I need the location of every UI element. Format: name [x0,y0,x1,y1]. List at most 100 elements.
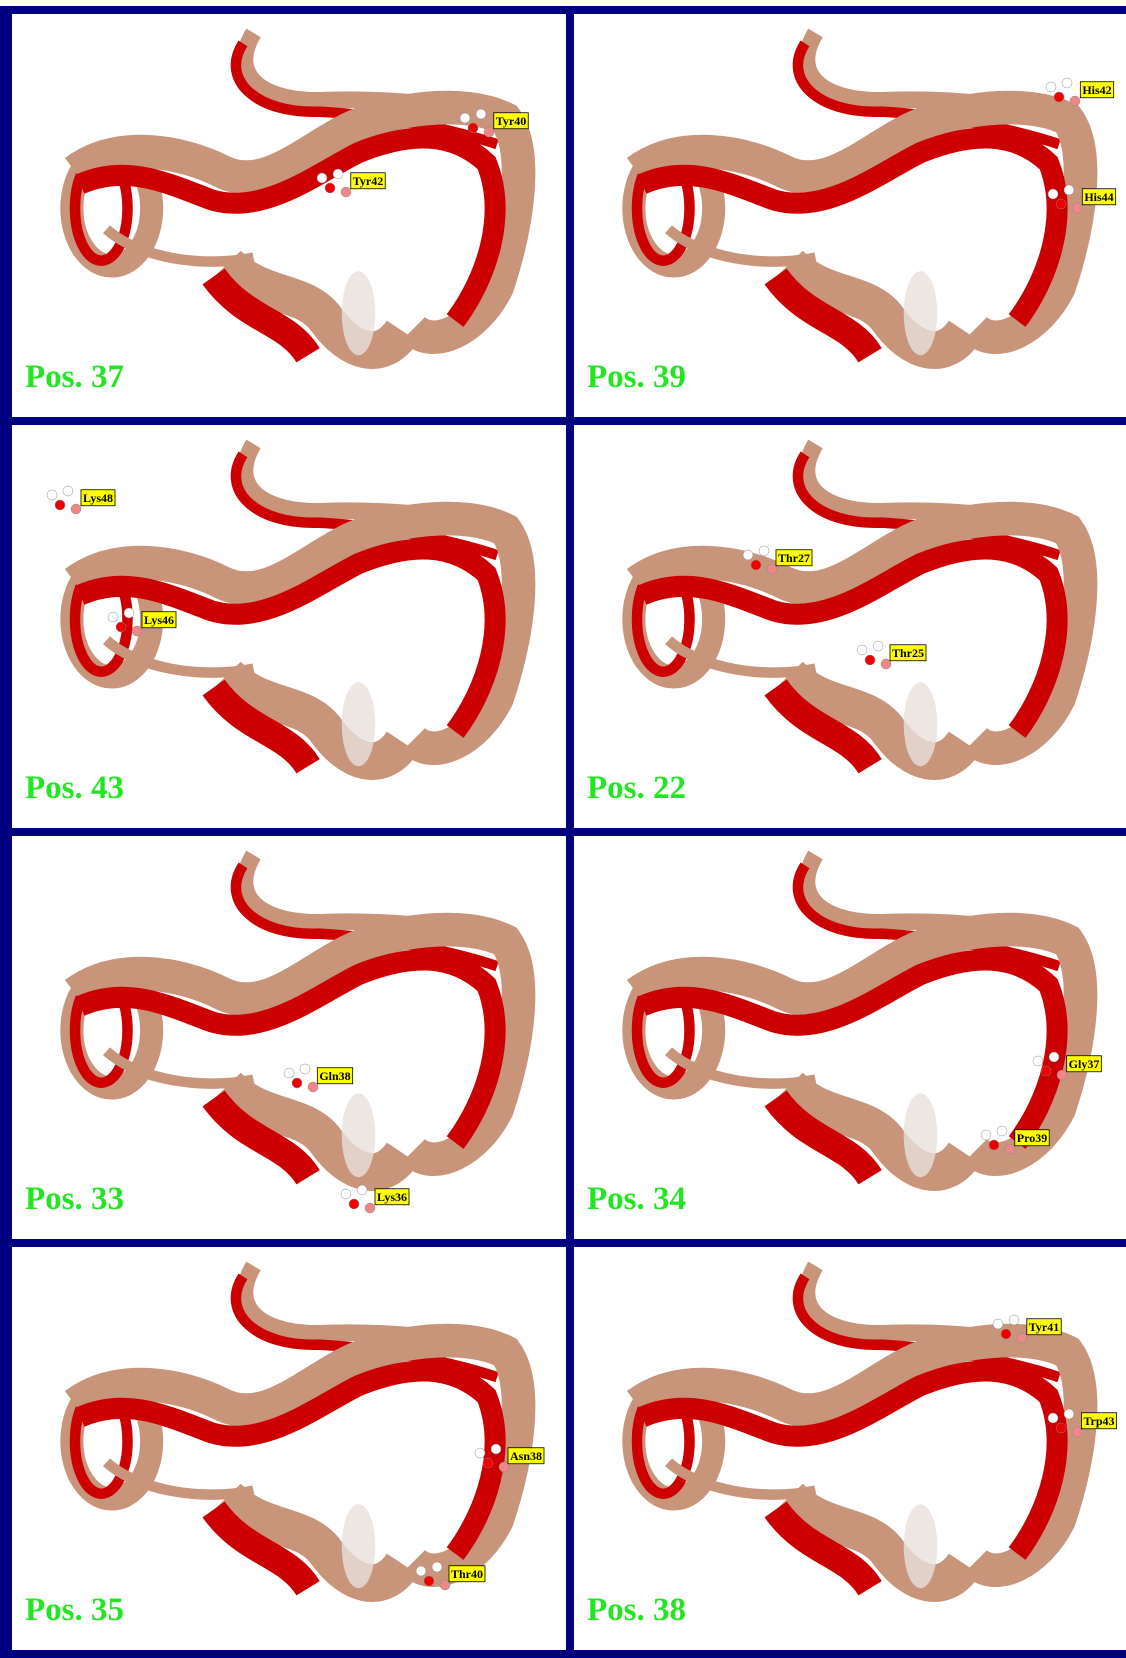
atom [1048,1413,1058,1423]
atom [767,564,777,574]
residue-label: Tyr40 [496,114,526,128]
position-label: Pos. 43 [25,770,124,806]
panel: Pos. 33Gln38Lys36 [12,836,566,1239]
atom [416,1566,426,1576]
atom [108,612,118,622]
panel-background [574,425,1126,828]
atom [1056,199,1066,209]
residue-label: Lys46 [144,613,174,627]
residue-label: Tyr41 [1029,1320,1059,1334]
panel-background [574,14,1126,417]
atom [349,1199,359,1209]
atom [1056,1423,1066,1433]
panel-background [574,836,1126,1239]
panel: Pos. 39 His42 His44 [574,14,1126,417]
position-label: Pos. 37 [25,359,124,395]
atom [63,486,73,496]
atom [483,1458,493,1468]
atom [1062,78,1072,88]
position-label: Pos. 33 [25,1181,124,1217]
atom [333,169,343,179]
residue-label: Pro39 [1017,1131,1047,1145]
atom [325,183,335,193]
figure: Pos. 37 Tyr40 Tyr42 Pos. 39 His42 His44 Pos. 4… [0,0,1126,1658]
atom [55,500,65,510]
residue-label: Gly37 [1069,1057,1100,1071]
panel-background [12,1247,566,1650]
atom [432,1562,442,1572]
atom [341,187,351,197]
atom [1046,82,1056,92]
residue-label: Trp43 [1083,1414,1114,1428]
atom [1005,1144,1015,1154]
atom [1049,1052,1059,1062]
panel: Pos. 35 Asn38 Thr40 [12,1247,566,1650]
atom [292,1078,302,1088]
atom [365,1203,375,1213]
atom [1054,92,1064,102]
atom [424,1576,434,1586]
panel-background [12,425,566,828]
atom [475,1448,485,1458]
position-label: Pos. 22 [587,770,686,806]
atom [116,622,126,632]
atom [1017,1333,1027,1343]
atom [341,1189,351,1199]
position-label: Pos. 39 [587,359,686,395]
atom [284,1068,294,1078]
atom [1041,1066,1051,1076]
atom [857,645,867,655]
atom [357,1185,367,1195]
residue-label: Thr27 [778,551,810,565]
atom [1048,189,1058,199]
atom [981,1130,991,1140]
position-label: Pos. 34 [587,1181,686,1217]
atom [873,641,883,651]
atom [1072,1427,1082,1437]
atom [1057,1070,1067,1080]
panel-background [12,14,566,417]
atom [751,560,761,570]
atom [460,113,470,123]
atom [440,1580,450,1590]
panel-background [574,1247,1126,1650]
atom [881,659,891,669]
atom [993,1319,1003,1329]
residue-label: Thr25 [892,646,924,660]
atom [47,490,57,500]
atom [865,655,875,665]
atom [1070,96,1080,106]
atom [1033,1056,1043,1066]
atom [1064,185,1074,195]
panel-background [12,836,566,1239]
atom [499,1462,509,1472]
residue-label: His44 [1084,190,1113,204]
panel: Pos. 22 Thr27 Thr25 [574,425,1126,828]
residue-label: His42 [1082,83,1111,97]
atom [71,504,81,514]
panel: Pos. 38 Tyr41 Trp43 [574,1247,1126,1650]
atom [124,608,134,618]
residue-label: Asn38 [510,1449,542,1463]
residue-label: Thr40 [451,1567,483,1581]
atom [484,127,494,137]
atom [308,1082,318,1092]
residue-label: Tyr42 [353,174,383,188]
atom [1072,203,1082,213]
atom [132,626,142,636]
atom [1064,1409,1074,1419]
atom [1001,1329,1011,1339]
atom [300,1064,310,1074]
panel: Pos. 34 Gly37 Pro39 [574,836,1126,1239]
panel: Pos. 43 Lys48 Lys46 [12,425,566,828]
atom [759,546,769,556]
position-label: Pos. 38 [587,1592,686,1628]
atom [743,550,753,560]
atom [1009,1315,1019,1325]
atom [476,109,486,119]
atom [997,1126,1007,1136]
position-label: Pos. 35 [25,1592,124,1628]
residue-label: Lys48 [83,491,113,505]
atom [989,1140,999,1150]
residue-label: Gln38 [319,1069,350,1083]
